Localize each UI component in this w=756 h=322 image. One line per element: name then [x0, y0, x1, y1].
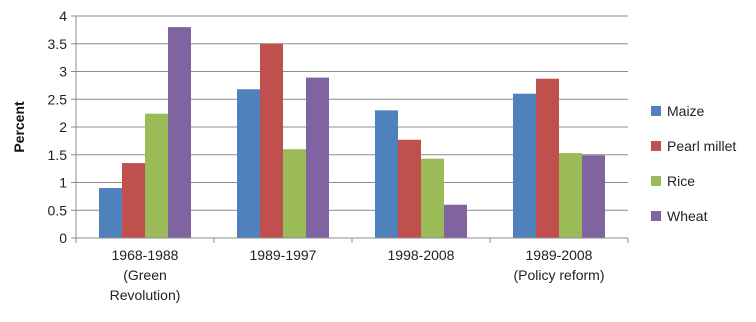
- legend-swatch: [651, 211, 661, 221]
- legend-label: Pearl millet: [667, 138, 736, 154]
- y-tick-label: 4: [59, 8, 67, 24]
- bar-maize: [513, 93, 536, 238]
- x-tick-label: (Green: [123, 267, 167, 283]
- x-tick-label: 1989-2008: [526, 247, 593, 263]
- legend: Maize Pearl millet Rice Wheat: [651, 103, 736, 224]
- y-tick-labels: 0 0.5 1 1.5 2 2.5 3 3.5 4: [48, 8, 68, 246]
- y-tick-label: 3.5: [48, 36, 68, 52]
- legend-label: Wheat: [667, 208, 708, 224]
- bar-maize: [375, 110, 398, 238]
- x-tick-label: 1989-1997: [250, 247, 317, 263]
- x-tick-label: Revolution): [110, 287, 181, 303]
- bar-maize: [99, 188, 122, 238]
- bar-wheat: [582, 155, 605, 238]
- legend-swatch: [651, 176, 661, 186]
- legend-label: Rice: [667, 173, 695, 189]
- bar-rice: [559, 153, 582, 238]
- bar-wheat: [444, 204, 467, 238]
- legend-swatch: [651, 106, 661, 116]
- x-tick-label: 1968-1988: [112, 247, 179, 263]
- bar-wheat: [168, 27, 191, 238]
- legend-swatch: [651, 141, 661, 151]
- bar-rice: [421, 158, 444, 238]
- bar-pearl-millet: [398, 139, 421, 238]
- y-axis-label: Percent: [11, 101, 27, 153]
- y-tick-label: 0: [59, 230, 67, 246]
- bars: [99, 27, 605, 238]
- y-tick-label: 2.5: [48, 91, 68, 107]
- x-tick-label: (Policy reform): [513, 267, 604, 283]
- y-tick-label: 1: [59, 175, 67, 191]
- x-tick-labels: 1968-1988 (Green Revolution) 1989-1997 1998-…: [75, 238, 629, 303]
- y-tick-label: 3: [59, 64, 67, 80]
- legend-label: Maize: [667, 103, 705, 119]
- bar-wheat: [306, 77, 329, 238]
- bar-maize: [237, 89, 260, 238]
- bar-rice: [145, 113, 168, 238]
- y-tick-label: 2: [59, 119, 67, 135]
- bar-rice: [283, 149, 306, 238]
- y-tick-label: 0.5: [48, 202, 68, 218]
- x-tick-label: 1998-2008: [388, 247, 455, 263]
- bar-pearl-millet: [122, 163, 145, 238]
- bar-pearl-millet: [536, 78, 559, 238]
- bar-pearl-millet: [260, 43, 283, 238]
- y-tick-label: 1.5: [48, 147, 68, 163]
